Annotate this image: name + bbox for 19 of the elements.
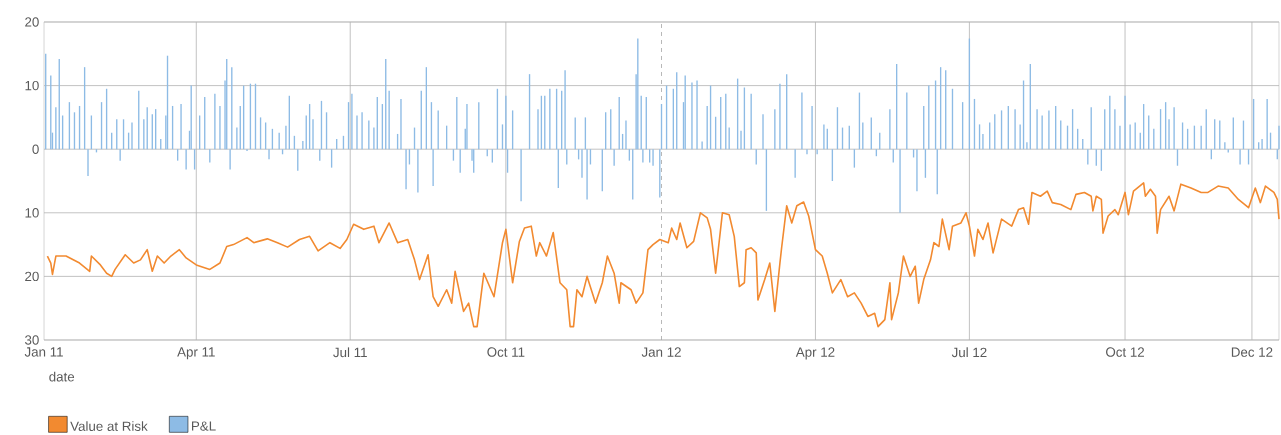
- x-tick-label: Jul 12: [951, 347, 987, 358]
- y-tick-label: 30: [24, 335, 39, 345]
- x-tick-label: Oct 12: [1106, 347, 1145, 357]
- x-axis-title: date: [49, 371, 75, 382]
- x-tick-label: Jul 11: [333, 347, 367, 358]
- legend-label: P&L: [192, 421, 216, 431]
- x-tick-label: Jan 12: [641, 347, 681, 357]
- legend-label: Value at Risk: [70, 421, 148, 431]
- x-tick-label: Dec 12: [1231, 347, 1273, 357]
- x-tick-label: Jan 11: [24, 347, 63, 357]
- y-tick-label: 10: [25, 208, 39, 218]
- y-tick-label: 20: [25, 17, 39, 27]
- x-tick-label: Oct 11: [487, 347, 525, 357]
- line-series: [46, 182, 1280, 328]
- y-tick-label: 20: [25, 271, 39, 282]
- x-tick-label: Apr 12: [795, 347, 835, 360]
- y-tick-label: 0: [32, 144, 39, 154]
- x-tick-label: Apr 11: [177, 347, 215, 360]
- y-tick-label: 10: [25, 80, 39, 91]
